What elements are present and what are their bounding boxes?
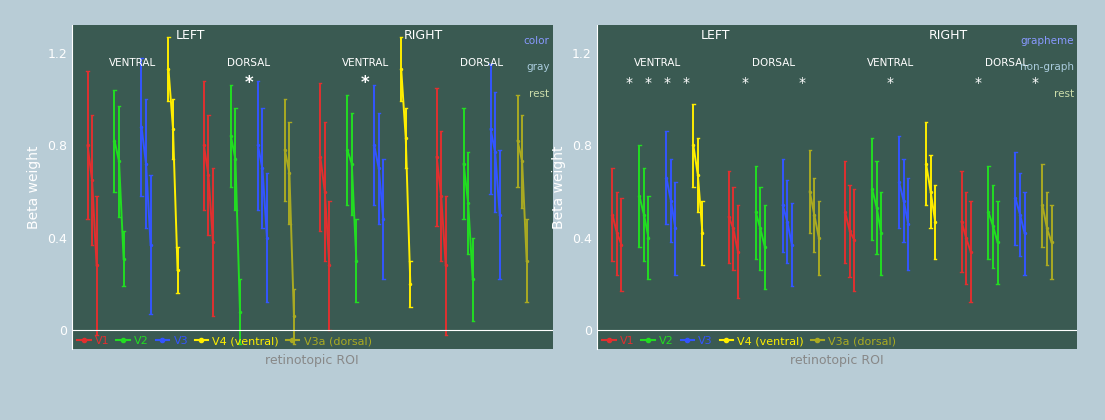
Text: LEFT: LEFT: [701, 29, 730, 42]
Text: LEFT: LEFT: [176, 29, 206, 42]
Y-axis label: Beta weight: Beta weight: [552, 145, 566, 228]
Text: VENTRAL: VENTRAL: [341, 58, 389, 68]
Text: color: color: [524, 36, 549, 46]
Text: VENTRAL: VENTRAL: [634, 58, 681, 68]
Text: rest: rest: [529, 89, 549, 99]
Text: non-graph: non-graph: [1020, 63, 1074, 72]
Text: *: *: [361, 74, 369, 92]
Text: DORSAL: DORSAL: [460, 58, 503, 68]
X-axis label: retinotopic ROI: retinotopic ROI: [790, 354, 884, 367]
Text: DORSAL: DORSAL: [985, 58, 1028, 68]
Text: *: *: [1031, 76, 1039, 90]
Text: rest: rest: [1054, 89, 1074, 99]
Text: *: *: [644, 76, 652, 90]
Legend: V1, V2, V3, V4 (ventral), V3a (dorsal): V1, V2, V3, V4 (ventral), V3a (dorsal): [77, 336, 371, 346]
Text: *: *: [886, 76, 894, 90]
Text: *: *: [682, 76, 690, 90]
X-axis label: retinotopic ROI: retinotopic ROI: [265, 354, 359, 367]
Text: *: *: [244, 74, 253, 92]
Text: VENTRAL: VENTRAL: [866, 58, 914, 68]
Text: *: *: [625, 76, 632, 90]
Text: *: *: [975, 76, 981, 90]
Legend: V1, V2, V3, V4 (ventral), V3a (dorsal): V1, V2, V3, V4 (ventral), V3a (dorsal): [602, 336, 896, 346]
Text: *: *: [663, 76, 671, 90]
Text: gray: gray: [526, 63, 549, 72]
Text: DORSAL: DORSAL: [753, 58, 796, 68]
Text: VENTRAL: VENTRAL: [109, 58, 156, 68]
Y-axis label: Beta weight: Beta weight: [28, 145, 41, 228]
Text: *: *: [741, 76, 749, 90]
Text: DORSAL: DORSAL: [228, 58, 271, 68]
Text: grapheme: grapheme: [1021, 36, 1074, 46]
Text: RIGHT: RIGHT: [403, 29, 443, 42]
Text: *: *: [799, 76, 806, 90]
Text: RIGHT: RIGHT: [928, 29, 968, 42]
